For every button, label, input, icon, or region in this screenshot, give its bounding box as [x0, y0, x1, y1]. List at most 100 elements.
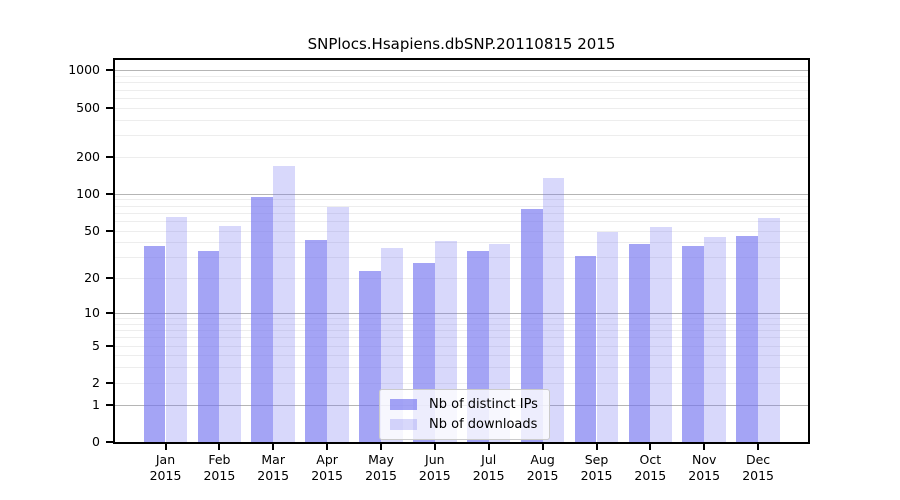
y-tick-label: 2 — [92, 374, 100, 390]
y-tick-label: 1000 — [68, 62, 100, 78]
x-tick-year: 2015 — [149, 468, 182, 483]
x-tick-mark — [541, 444, 544, 450]
gridline-minor — [115, 220, 808, 222]
x-tick-mark — [703, 444, 706, 450]
y-tick-mark — [106, 441, 113, 443]
gridline-minor — [115, 382, 808, 384]
gridline-minor — [115, 97, 808, 99]
y-tick-label: 1 — [92, 396, 100, 412]
y-tick-label: 10 — [84, 305, 100, 320]
x-tick-label: Jul 2015 — [461, 452, 517, 484]
gridline-minor — [115, 107, 808, 109]
y-tick-mark — [106, 344, 113, 347]
x-tick-label: Jun 2015 — [407, 452, 463, 484]
y-tick-mark — [106, 106, 113, 109]
x-tick-mark — [218, 444, 221, 450]
x-tick-year: 2015 — [472, 468, 505, 483]
bar-distinct-ips — [197, 250, 220, 442]
y-tick-label: 20 — [84, 270, 100, 286]
bar-downloads — [758, 217, 780, 442]
bar-distinct-ips — [359, 271, 381, 442]
gridline-minor — [115, 89, 808, 91]
y-tick-mark — [106, 229, 113, 232]
bar-downloads — [650, 226, 673, 442]
y-tick-label: 200 — [76, 148, 100, 164]
y-tick-mark — [106, 403, 113, 406]
x-tick-year: 2015 — [688, 468, 721, 483]
bar-downloads — [165, 216, 188, 442]
x-tick-label: Jan 2015 — [138, 452, 194, 484]
gridline-major — [115, 70, 808, 72]
gridline-minor — [115, 76, 808, 78]
x-tick-mark — [649, 444, 652, 450]
x-tick-label: Feb 2015 — [191, 452, 247, 484]
gridline-minor — [115, 119, 808, 121]
x-tick-year: 2015 — [580, 468, 613, 483]
gridline-minor — [115, 242, 808, 244]
gridline-minor — [115, 318, 808, 320]
gridline-major — [115, 313, 808, 314]
chart-title: SNPlocs.Hsapiens.dbSNP.20110815 2015 — [307, 35, 616, 53]
y-tick-mark — [106, 192, 113, 195]
legend-swatch-distinct-ips — [390, 399, 417, 410]
y-tick-label: 0 — [92, 434, 100, 449]
y-tick-label: 50 — [84, 222, 100, 238]
gridline-minor — [115, 230, 808, 232]
x-tick-year: 2015 — [742, 468, 774, 483]
gridline-minor — [115, 278, 808, 280]
gridline-minor — [115, 199, 808, 201]
legend: Nb of distinct IPs Nb of downloads — [379, 389, 550, 440]
bar-distinct-ips — [143, 246, 166, 442]
x-tick-year: 2015 — [634, 468, 667, 483]
x-tick-year: 2015 — [365, 468, 397, 483]
x-tick-mark — [326, 444, 329, 450]
bar-downloads — [219, 225, 242, 442]
legend-swatch-downloads — [390, 419, 417, 430]
x-tick-mark — [272, 444, 275, 450]
x-tick-year: 2015 — [526, 468, 559, 483]
bar-distinct-ips — [682, 246, 705, 442]
legend-label-distinct-ips: Nb of distinct IPs — [429, 397, 538, 412]
gridline-minor — [115, 323, 808, 325]
x-tick-mark — [164, 444, 167, 450]
bar-distinct-ips — [520, 209, 543, 442]
x-tick-label: May 2015 — [353, 452, 409, 484]
bar-distinct-ips — [628, 243, 651, 442]
x-tick-mark — [487, 444, 490, 450]
y-tick-label: 5 — [92, 337, 100, 353]
gridline-minor — [115, 355, 808, 357]
x-tick-mark — [380, 444, 382, 450]
x-tick-mark — [433, 444, 436, 450]
bar-distinct-ips — [736, 236, 759, 442]
y-tick-label: 500 — [76, 99, 100, 115]
x-tick-label: Apr 2015 — [299, 452, 355, 484]
x-tick-mark — [757, 444, 760, 450]
legend-label-downloads: Nb of downloads — [429, 417, 538, 432]
gridline-minor — [115, 82, 808, 84]
y-tick-mark — [106, 312, 113, 314]
x-tick-label: Nov 2015 — [676, 452, 732, 484]
gridline-major — [115, 193, 808, 195]
bar-downloads — [327, 207, 349, 442]
bar-downloads — [542, 177, 565, 442]
x-tick-label: Dec 2015 — [730, 452, 786, 484]
x-tick-year: 2015 — [257, 468, 290, 483]
x-tick-label: Oct 2015 — [622, 452, 678, 484]
bar-distinct-ips — [305, 239, 328, 442]
plot-area: Nb of distinct IPs Nb of downloads — [113, 58, 810, 444]
y-tick-mark — [106, 69, 113, 72]
x-tick-label: Mar 2015 — [245, 452, 301, 484]
bar-downloads — [596, 231, 619, 442]
y-tick-mark — [106, 381, 113, 384]
gridline-minor — [115, 330, 808, 332]
x-tick-label: Aug 2015 — [515, 452, 571, 484]
bar-distinct-ips — [251, 197, 274, 442]
y-tick-mark — [106, 277, 113, 280]
y-tick-label: 100 — [76, 185, 100, 201]
gridline-minor — [115, 367, 808, 369]
gridline-minor — [115, 205, 808, 207]
legend-item-downloads: Nb of downloads — [390, 417, 538, 432]
bar-downloads — [273, 166, 295, 442]
gridline-minor — [115, 337, 808, 339]
